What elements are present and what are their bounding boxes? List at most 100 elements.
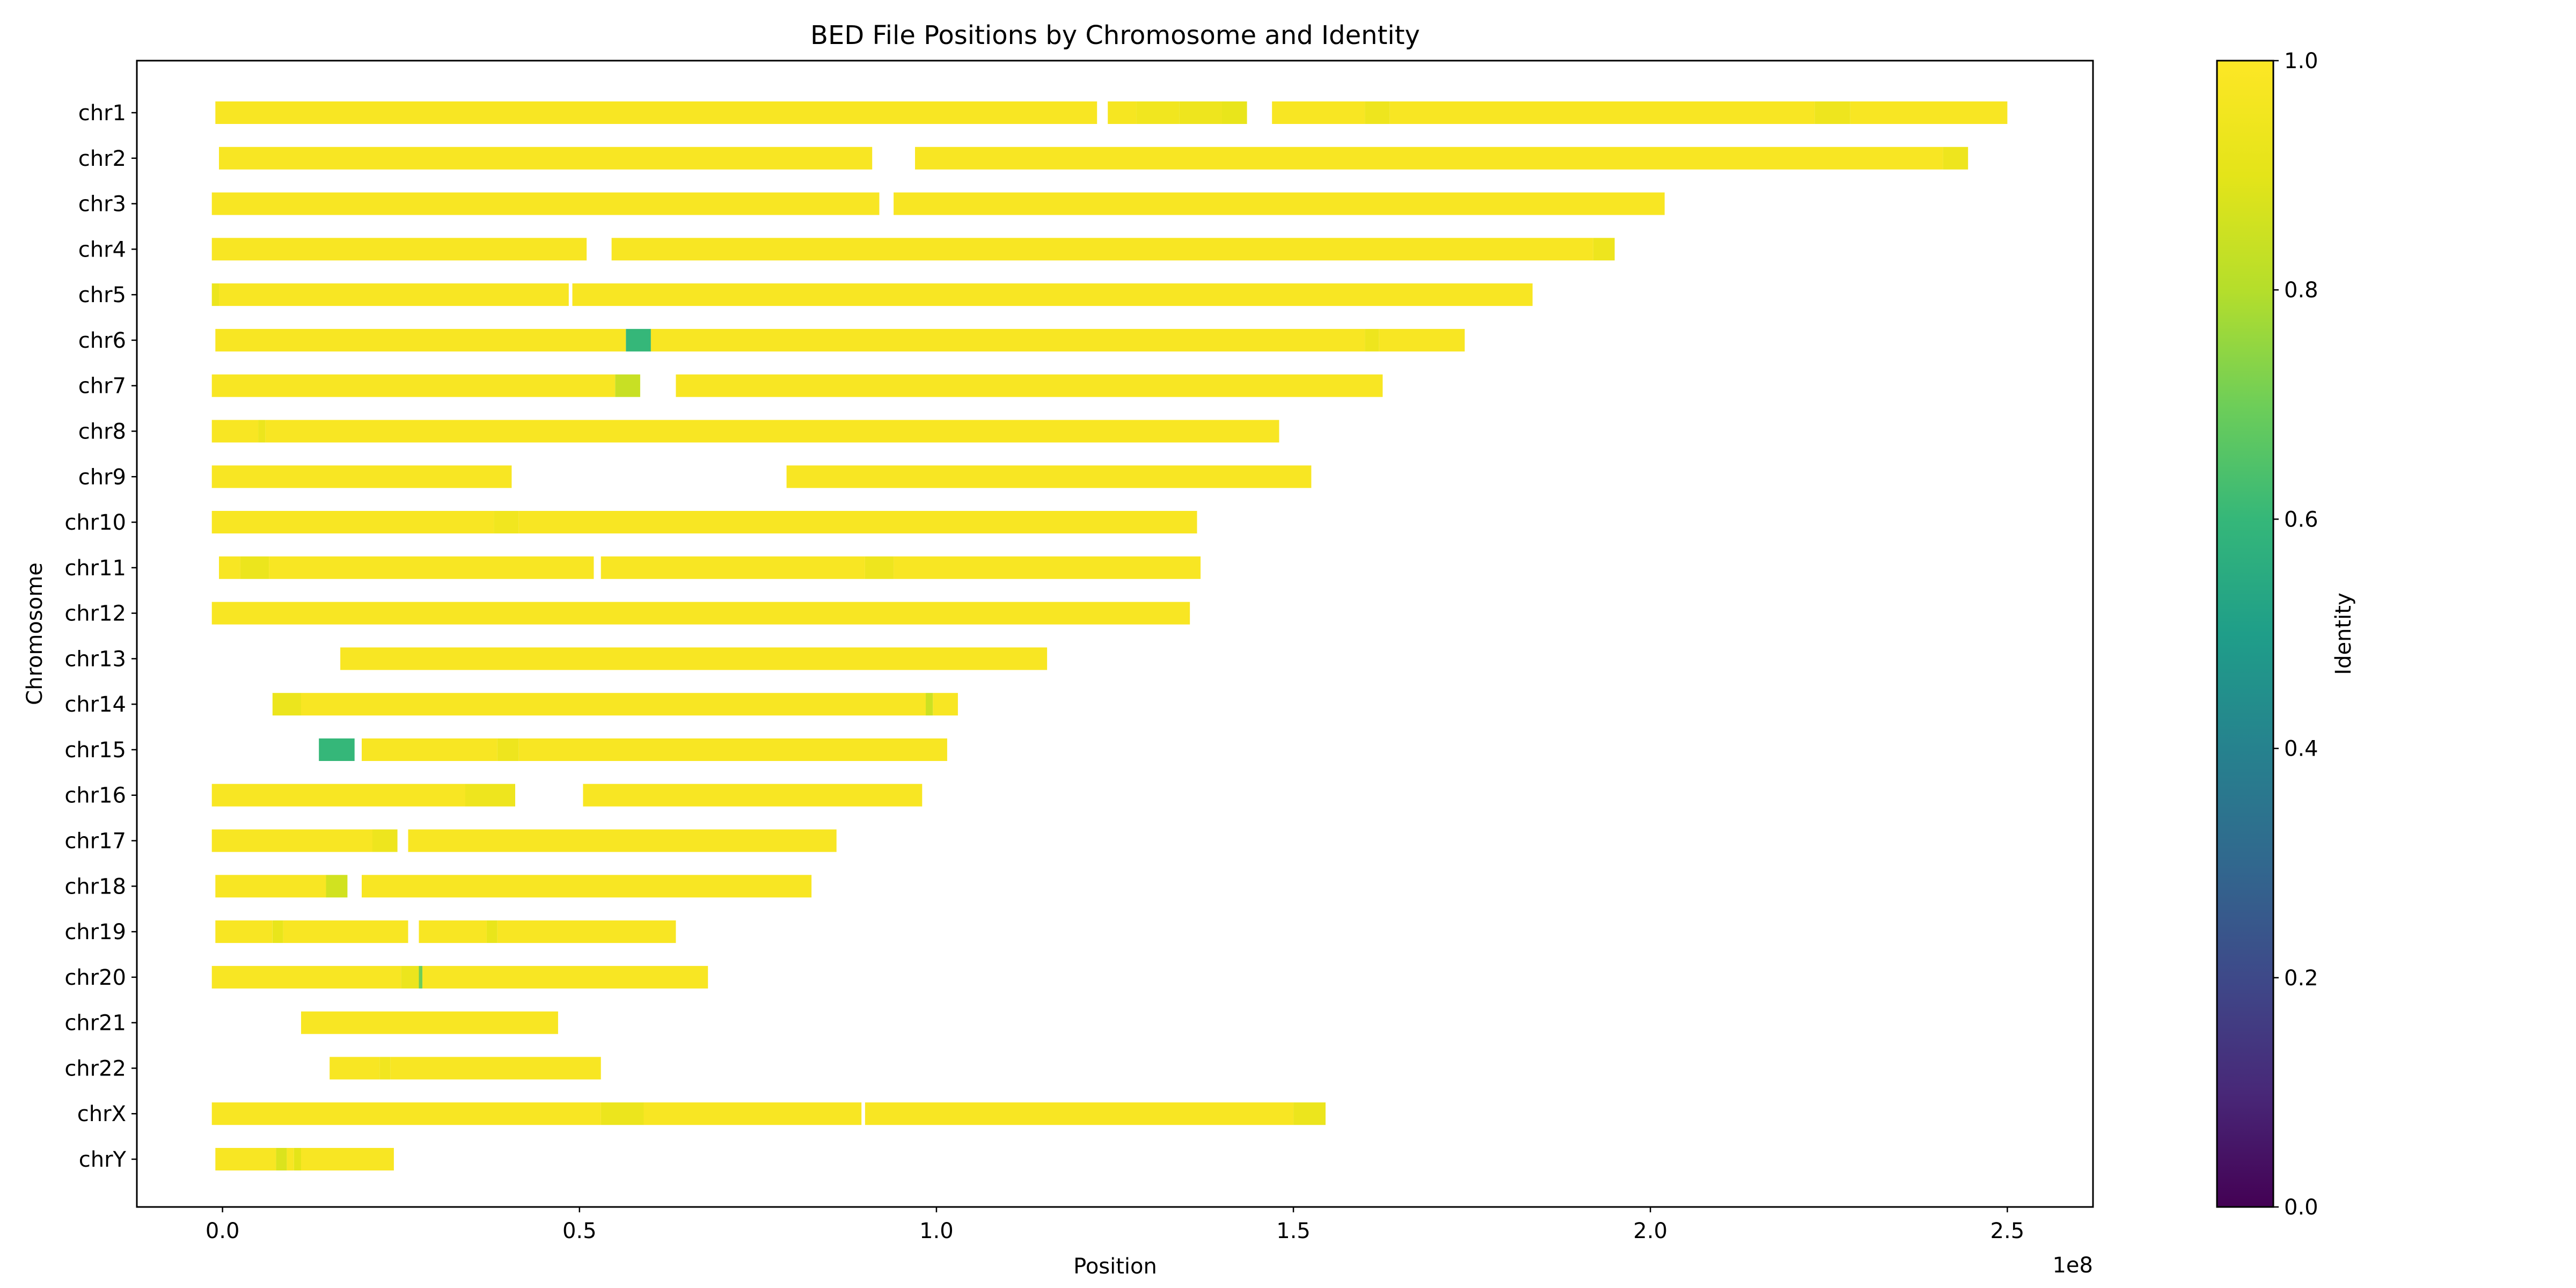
y-tick-label: chr11 (64, 556, 126, 581)
segment-bar (330, 1057, 380, 1080)
segment-bar (340, 647, 1048, 670)
x-axis-label: Position (1073, 1254, 1157, 1279)
y-tick-label: chr4 (78, 237, 126, 262)
segment-bar (401, 965, 419, 989)
x-axis-offset-label: 1e8 (2052, 1253, 2093, 1278)
colorbar-tick-label: 0.8 (2284, 278, 2318, 303)
segment-bar (265, 420, 1279, 443)
y-tick-label: chr15 (64, 738, 126, 763)
y-tick-label: chr6 (78, 328, 126, 353)
segment-bar (601, 1102, 644, 1125)
segment-bar (372, 829, 398, 852)
segment-bar (219, 556, 240, 579)
segment-bar (301, 1148, 394, 1170)
y-tick-label: chr14 (64, 692, 126, 717)
segment-bar (211, 511, 494, 533)
segment-bar (390, 1057, 601, 1080)
segment-bar (301, 1011, 558, 1034)
segment-bar (211, 192, 880, 215)
segment-bar (301, 693, 926, 716)
segment-bar (362, 738, 497, 761)
segment-bar (211, 374, 616, 397)
y-tick-label: chr22 (64, 1056, 126, 1081)
segment-bar (211, 1102, 601, 1125)
segment-bar (219, 147, 873, 170)
segment-bar (865, 556, 894, 579)
colorbar-gradient (2216, 60, 2274, 1208)
segment-bar (1850, 101, 2008, 124)
segment-bar (326, 875, 348, 898)
segment-bar (1272, 101, 1365, 124)
segment-bar (933, 693, 958, 716)
y-tick-label: chr17 (64, 829, 126, 854)
y-tick-label: chrY (79, 1147, 127, 1172)
x-tick-label: 0.5 (562, 1219, 597, 1243)
y-tick-label: chr7 (78, 374, 126, 399)
segment-bar (408, 829, 837, 852)
x-tick-label: 2.5 (1990, 1219, 2025, 1243)
segment-bar (419, 920, 487, 943)
y-tick-label: chr1 (78, 101, 126, 126)
segment-bar (1293, 1102, 1326, 1125)
segment-bar (1389, 101, 1815, 124)
segment-bar (211, 465, 512, 488)
segment-bar (615, 374, 640, 397)
x-axis-ticks: 0.0 0.5 1.0 1.5 2.0 2.5 (206, 1207, 2024, 1243)
segment-bar (626, 328, 651, 352)
segment-bar (894, 556, 1201, 579)
segment-bar (240, 556, 269, 579)
segment-bar (583, 784, 923, 807)
x-tick-label: 0.0 (206, 1219, 240, 1243)
y-tick-label: chr2 (78, 147, 126, 171)
segment-bar (272, 693, 301, 716)
segment-bar (215, 328, 626, 352)
segment-bar (276, 1148, 287, 1170)
segment-bar (1593, 238, 1615, 261)
segment-bar (1179, 101, 1222, 124)
segment-bar (211, 829, 372, 852)
segment-bar (572, 283, 1533, 306)
segment-bar (926, 693, 933, 716)
colorbar-tick-label: 1.0 (2284, 49, 2318, 74)
y-tick-label: chr13 (64, 647, 126, 671)
segment-bar (283, 920, 408, 943)
segment-bar (676, 374, 1383, 397)
segment-bar (1379, 328, 1465, 352)
segment-bar (518, 738, 947, 761)
segment-bar (362, 875, 812, 898)
y-tick-label: chr21 (64, 1011, 126, 1036)
segment-bar (1108, 101, 1137, 124)
segment-bar (1814, 101, 1850, 124)
y-tick-label: chrX (77, 1102, 126, 1126)
segment-bar (287, 1148, 294, 1170)
segment-bar (215, 920, 273, 943)
colorbar-label: Identity (2331, 592, 2356, 675)
segment-bar (211, 602, 1190, 625)
segment-bar (319, 738, 355, 761)
segment-bar (211, 965, 401, 989)
y-axis-ticks: chr1 chr2 chr3 chr4 chr5 chr6 chr7 chr8 chr9 chr1… (64, 101, 137, 1172)
colorbar-tick-label: 0.6 (2284, 507, 2318, 532)
y-tick-label: chr16 (64, 784, 126, 808)
y-tick-label: chr12 (64, 602, 126, 626)
segment-bar (865, 1102, 1294, 1125)
segment-bar (215, 875, 326, 898)
y-tick-label: chr20 (64, 965, 126, 990)
segment-bar (215, 101, 1097, 124)
segment-bar (211, 238, 587, 261)
segment-bar (269, 556, 594, 579)
segment-bar (643, 1102, 862, 1125)
segment-bar (465, 784, 515, 807)
segment-bar (1222, 101, 1247, 124)
segment-bar (1136, 101, 1180, 124)
colorbar-tick-label: 0.0 (2284, 1195, 2318, 1220)
segment-bar (215, 1148, 276, 1170)
segment-bar (1365, 101, 1390, 124)
segment-bar (219, 283, 569, 306)
colorbar-ticks: 0.0 0.2 0.4 0.6 0.8 1.0 (2273, 49, 2318, 1220)
y-tick-label: chr5 (78, 283, 126, 308)
colorbar-tick-label: 0.4 (2284, 737, 2318, 762)
segment-bar (419, 965, 423, 989)
segment-bar (650, 328, 1365, 352)
